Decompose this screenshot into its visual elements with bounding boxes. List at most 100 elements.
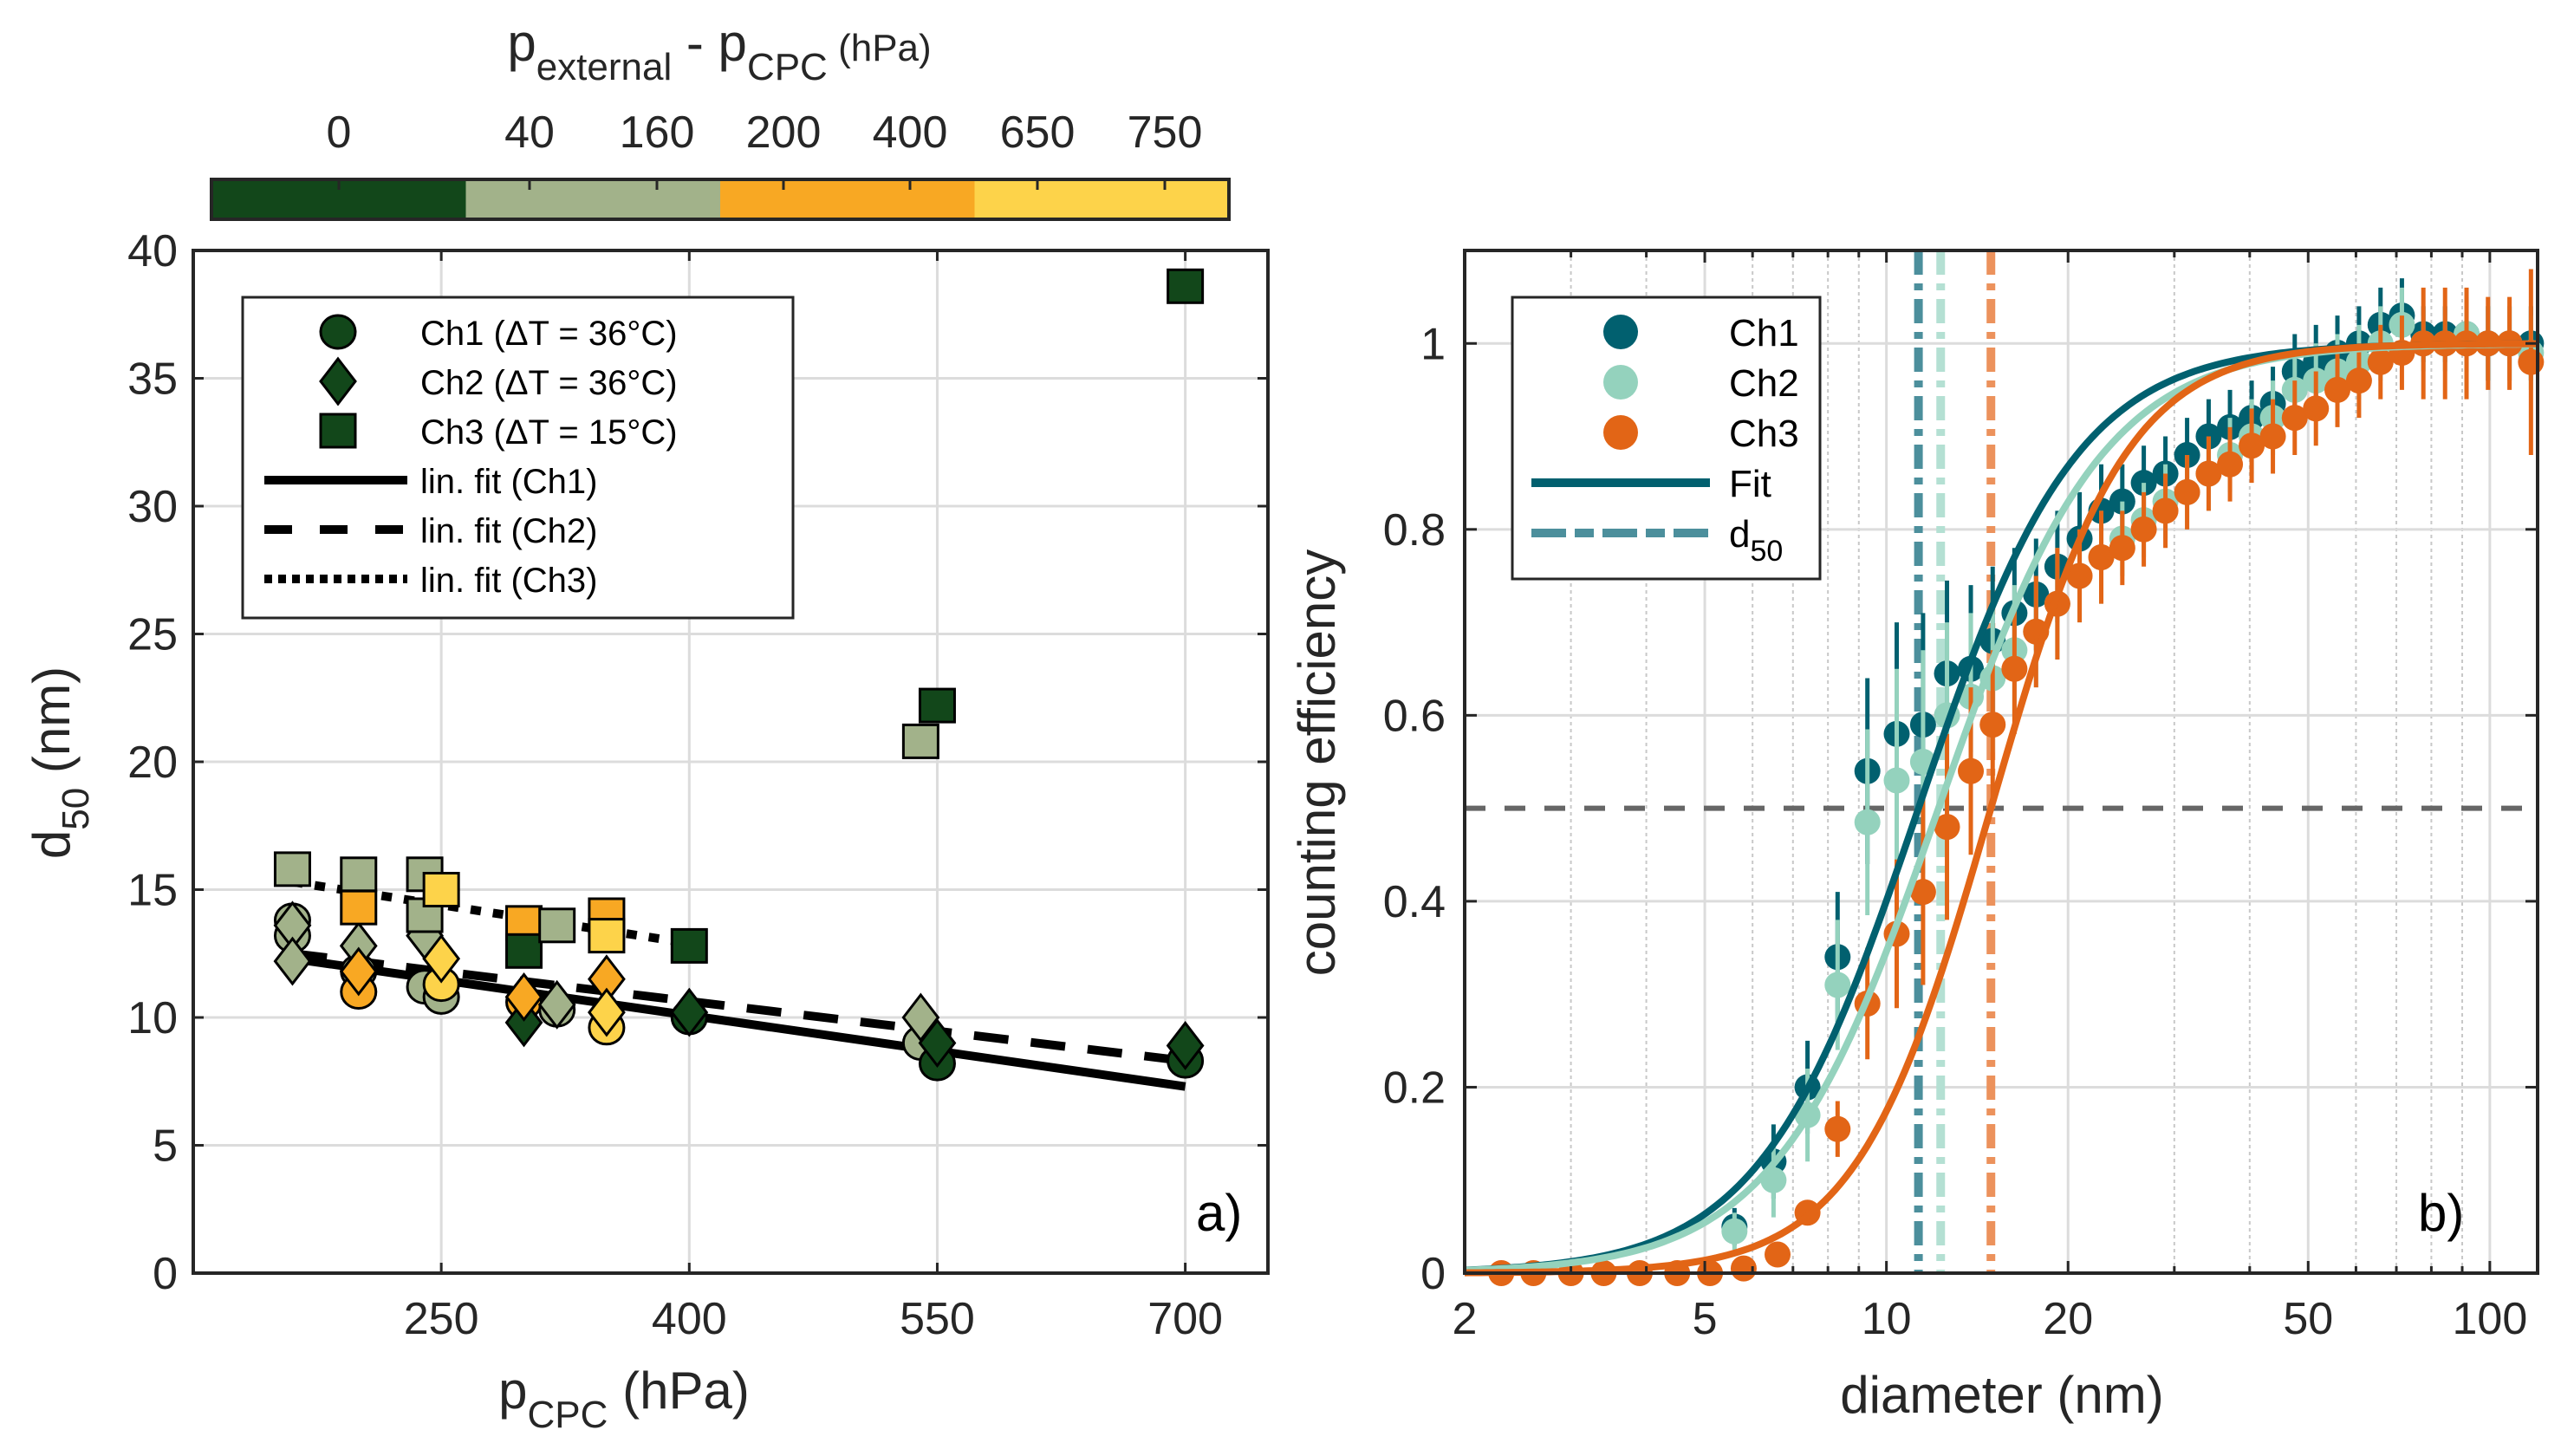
legend-label-subscript: 50 xyxy=(1750,535,1783,568)
colorbar-bin xyxy=(974,179,1229,219)
data-point-square xyxy=(901,723,939,759)
legend-marker-square xyxy=(319,413,357,449)
legend-label: Ch1 xyxy=(1729,312,1799,354)
colorbar-tick-label: 0 xyxy=(327,107,352,158)
data-point-square xyxy=(1167,268,1205,304)
x-tick-label: 10 xyxy=(1862,1294,1912,1344)
data-point xyxy=(2152,497,2179,524)
legend-label: Ch2 (ΔT = 36°C) xyxy=(420,364,678,402)
data-point-diamond xyxy=(273,936,312,986)
data-point xyxy=(1883,767,1910,794)
fit-line xyxy=(291,949,1186,1066)
data-point-square xyxy=(588,918,626,954)
data-point xyxy=(1824,1115,1851,1142)
y-tick-label: 35 xyxy=(127,354,178,405)
data-point xyxy=(1979,712,2006,738)
data-point-square xyxy=(340,889,378,926)
data-point xyxy=(2324,376,2351,403)
panel-b-xlabel: diameter (nm) xyxy=(1840,1366,2163,1424)
colorbar-title: pexternal - pCPC (hPa) xyxy=(507,14,931,88)
data-point-square xyxy=(273,851,311,887)
data-point-diamond xyxy=(918,1018,957,1068)
x-tick-label: 20 xyxy=(2043,1294,2093,1344)
panel-b-axes-frame xyxy=(1463,249,2539,1275)
legend-marker xyxy=(1603,365,1638,400)
colorbar: pexternal - pCPC (hPa) 0 40 160 200 400 650 75… xyxy=(210,14,1231,221)
data-point-diamond xyxy=(670,987,709,1037)
data-point xyxy=(2303,395,2330,422)
y-tick-label: 0.8 xyxy=(1383,505,1446,556)
legend-marker-diamond xyxy=(319,356,357,406)
data-point xyxy=(2195,460,2222,487)
y-tick-label: 5 xyxy=(153,1121,178,1172)
data-point xyxy=(2345,367,2372,394)
x-tick-label: 400 xyxy=(652,1294,727,1344)
data-point xyxy=(2174,478,2200,505)
panel-a-ylabel: d50 (nm) xyxy=(23,666,97,859)
x-tick-label: 700 xyxy=(1147,1294,1223,1344)
y-tick-label: 0.4 xyxy=(1383,877,1446,927)
data-point xyxy=(2367,348,2394,375)
legend-marker-circle xyxy=(319,314,357,350)
colorbar-tick-label: 40 xyxy=(504,107,555,158)
legend-label: lin. fit (Ch1) xyxy=(420,463,598,501)
y-tick-label: 25 xyxy=(127,610,178,660)
y-tick-label: 15 xyxy=(127,866,178,916)
legend-label: lin. fit (Ch2) xyxy=(420,512,598,550)
colorbar-tick-label: 650 xyxy=(1000,107,1076,158)
legend-label: Ch1 (ΔT = 36°C) xyxy=(420,315,678,353)
legend-marker xyxy=(1603,315,1638,349)
legend-label: Fit xyxy=(1729,463,1771,505)
panel-b-ylabel: counting efficiency xyxy=(1288,549,1346,977)
data-point xyxy=(2130,516,2157,543)
data-point-diamond xyxy=(537,979,576,1030)
colorbar-tick-label: 400 xyxy=(873,107,948,158)
x-tick-label: 2 xyxy=(1453,1294,1478,1344)
data-point xyxy=(2088,544,2115,570)
x-tick-label: 100 xyxy=(2452,1294,2527,1344)
data-point-diamond xyxy=(588,987,626,1037)
data-point xyxy=(2217,451,2244,478)
legend-label: lin. fit (Ch3) xyxy=(420,562,598,600)
data-point-square xyxy=(505,933,543,969)
y-tick-label: 40 xyxy=(127,226,178,276)
x-tick-label: 550 xyxy=(900,1294,975,1344)
data-point-square xyxy=(670,927,708,964)
data-point-diamond xyxy=(504,972,543,1022)
data-point xyxy=(1824,972,1851,998)
y-tick-label: 0.2 xyxy=(1383,1063,1446,1113)
colorbar-tick-label: 750 xyxy=(1128,107,1203,158)
x-tick-label: 5 xyxy=(1693,1294,1718,1344)
x-tick-label: 50 xyxy=(2283,1294,2333,1344)
data-point xyxy=(2281,405,2308,432)
data-point-square xyxy=(422,872,460,907)
legend-box xyxy=(241,296,795,620)
data-point-diamond xyxy=(339,946,378,997)
y-tick-label: 20 xyxy=(127,738,178,788)
data-point-diamond xyxy=(504,998,543,1048)
data-point xyxy=(2109,535,2135,562)
data-point-diamond xyxy=(1166,1020,1205,1070)
fit-curve xyxy=(1464,340,2538,1277)
colorbar-bin xyxy=(720,179,975,219)
data-point-square xyxy=(538,907,576,944)
data-point xyxy=(2518,348,2545,375)
colorbar-tick-label: 200 xyxy=(746,107,822,158)
data-point xyxy=(2259,423,2286,450)
y-tick-label: 10 xyxy=(127,993,178,1043)
data-point xyxy=(2066,562,2093,589)
panel-a-xlabel: pCPC (hPa) xyxy=(498,1362,750,1436)
y-tick-label: 0.6 xyxy=(1383,691,1446,741)
legend-label: Ch3 xyxy=(1729,413,1799,455)
legend-label: Ch3 (ΔT = 15°C) xyxy=(420,413,678,452)
data-point xyxy=(2239,432,2265,459)
data-point-square xyxy=(340,856,378,893)
x-tick-label: 250 xyxy=(404,1294,479,1344)
data-point-square xyxy=(918,687,956,724)
data-point xyxy=(1909,879,1936,906)
y-tick-label: 0 xyxy=(153,1249,178,1299)
